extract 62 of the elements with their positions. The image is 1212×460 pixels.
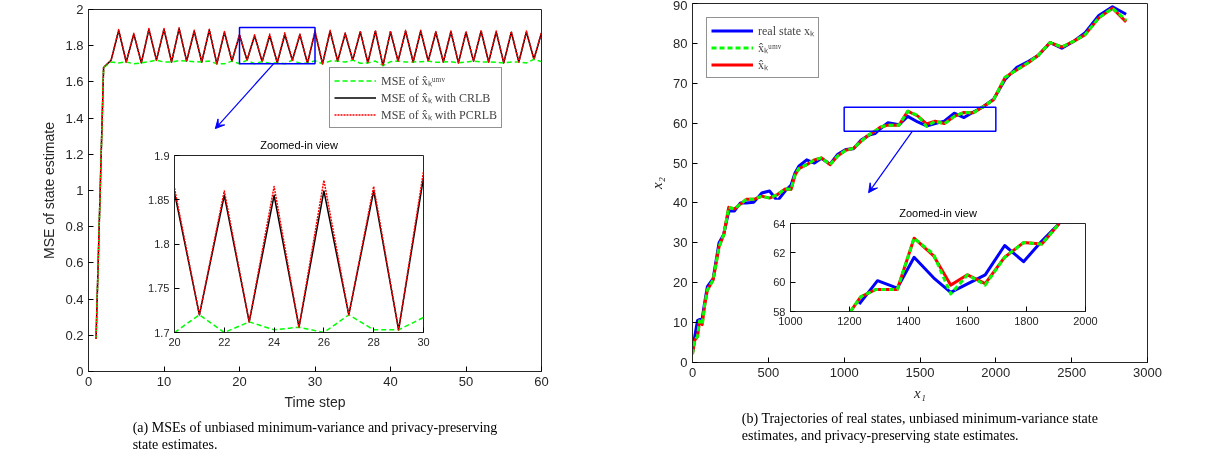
x-tick-label: 22 bbox=[218, 335, 231, 348]
y-tick-label: 70 bbox=[673, 75, 688, 91]
y-tick-label: 1.75 bbox=[148, 282, 170, 295]
x-tick-label: 2000 bbox=[1073, 314, 1098, 327]
y-tick-label: 1.9 bbox=[154, 149, 170, 162]
x-axis-title: Time step bbox=[284, 393, 346, 410]
x-tick-label: 1000 bbox=[829, 364, 859, 380]
x-tick-label: 2500 bbox=[1057, 364, 1087, 380]
x-tick-label: 50 bbox=[458, 373, 474, 389]
x-tick-label: 1800 bbox=[1014, 314, 1039, 327]
x-tick-label: 24 bbox=[267, 335, 281, 348]
y-tick-label: 0.6 bbox=[65, 255, 84, 271]
x-tick-label: 20 bbox=[232, 373, 247, 389]
x-tick-label: 40 bbox=[383, 373, 398, 389]
x-tick-label: 26 bbox=[317, 335, 331, 348]
y-tick-label: 1 bbox=[76, 183, 84, 198]
text: (a) MSEs of unbiased minimum-variance and privacy-preserving state estimates. bbox=[132, 420, 498, 452]
y-tick-label: 1.6 bbox=[65, 74, 84, 90]
chart-title: Zoomed-in view bbox=[260, 138, 338, 151]
y-tick-label: 40 bbox=[673, 195, 688, 211]
x-tick-label: 500 bbox=[757, 364, 780, 380]
y-tick-label: 90 bbox=[673, 0, 688, 13]
y-tick-label: 50 bbox=[673, 155, 688, 171]
y-tick-label: 1.7 bbox=[154, 326, 170, 339]
y-tick-label: 64 bbox=[773, 217, 786, 230]
legend-label: real state xₖ bbox=[758, 23, 814, 39]
x-tick-label: 1600 bbox=[955, 314, 980, 327]
x-axis-title: x₁ bbox=[913, 384, 926, 401]
legend-label: x̂ₖ bbox=[758, 57, 769, 73]
x-tick-label: 30 bbox=[307, 373, 323, 389]
y-tick-label: 0.2 bbox=[65, 327, 84, 343]
x-tick-label: 3000 bbox=[1133, 364, 1162, 380]
y-tick-label: 2 bbox=[76, 2, 84, 17]
legend-label: MSE of x̂ₖᵘᵐᵛ bbox=[381, 73, 445, 89]
legend-label: MSE of x̂ₖ with CRLB bbox=[381, 90, 491, 106]
y-tick-label: 60 bbox=[773, 276, 786, 289]
y-tick-label: 1.85 bbox=[148, 193, 170, 206]
y-axis-title: MSE of state estimate bbox=[41, 121, 58, 259]
legend-label: MSE of x̂ₖ with PCRLB bbox=[381, 107, 498, 123]
x-tick-label: 30 bbox=[417, 335, 430, 348]
chart-title: Zoomed-in view bbox=[899, 206, 977, 219]
x-tick-label: 1400 bbox=[896, 314, 921, 327]
y-tick-label: 1.2 bbox=[65, 146, 84, 162]
y-tick-label: 1.8 bbox=[65, 38, 84, 54]
x-tick-label: 60 bbox=[534, 373, 549, 389]
x-tick-label: 1200 bbox=[837, 314, 862, 327]
y-tick-label: 80 bbox=[673, 35, 688, 51]
y-tick-label: 30 bbox=[673, 235, 688, 251]
x-tick-label: 20 bbox=[168, 335, 181, 348]
x-tick-label: 2000 bbox=[981, 364, 1011, 380]
x-tick-label: 1500 bbox=[905, 364, 935, 380]
y-tick-label: 1.4 bbox=[65, 110, 84, 126]
text: (b) Trajectories of real states, unbiased minimum-variance state estimates, and privacy-preserving state estimates. bbox=[741, 411, 1098, 443]
x-tick-label: 28 bbox=[367, 335, 380, 348]
y-tick-label: 0.4 bbox=[65, 291, 84, 307]
y-tick-label: 20 bbox=[673, 275, 688, 291]
y-tick-label: 0.8 bbox=[65, 219, 84, 235]
y-tick-label: 60 bbox=[673, 115, 688, 131]
legend-label: x̂ₖᵘᵐᵛ bbox=[758, 40, 782, 56]
y-tick-label: 62 bbox=[773, 246, 786, 259]
y-tick-label: 1.8 bbox=[154, 238, 170, 250]
y-axis-title: x₂ bbox=[649, 177, 666, 190]
